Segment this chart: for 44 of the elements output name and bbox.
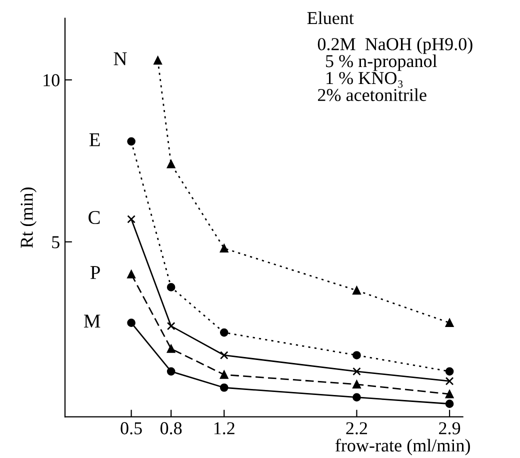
point [445,400,454,408]
point [445,318,454,327]
point [352,393,361,402]
series-label: N [114,52,127,66]
point [445,390,454,398]
point [127,318,136,327]
y-tick-label: 5 [52,236,60,248]
annotation: 2% acetonitrile [318,88,426,102]
y-tick-label: 10 [44,74,60,86]
point [166,322,176,330]
point [166,160,176,168]
annotation: 5 % n-propanol [326,54,437,71]
x-tick-label: 1.2 [214,422,234,434]
point [154,56,162,65]
series-label: M [84,314,100,328]
point [166,367,176,376]
x-tick-label: 2.9 [439,422,460,434]
x-tick-label: 0.8 [160,422,182,434]
annotation: Eluent [307,11,354,24]
point [220,383,228,392]
series-label: C [88,210,100,224]
series-label: P [90,266,100,279]
point [220,370,228,379]
point [352,367,361,376]
point [445,367,454,376]
point [352,286,361,295]
annotation: 1 % KNO₃ [326,72,403,88]
point [127,270,136,278]
point [445,376,454,386]
point [352,351,361,360]
point [220,328,228,337]
x-tick-label: 0.5 [120,422,142,434]
point [352,380,361,389]
point [220,244,228,252]
point [127,215,136,224]
point [127,137,136,146]
series-label: E [89,133,100,146]
point [166,344,176,353]
point [220,351,228,360]
point [166,283,176,292]
x-tick-label: 2.2 [346,422,368,434]
x-axis-title: frow-rate (ml/min) [335,438,470,456]
y-axis-title: Rt (min) [20,188,37,248]
annotation: 0.2M NaOH (pH9.0) [318,38,472,54]
